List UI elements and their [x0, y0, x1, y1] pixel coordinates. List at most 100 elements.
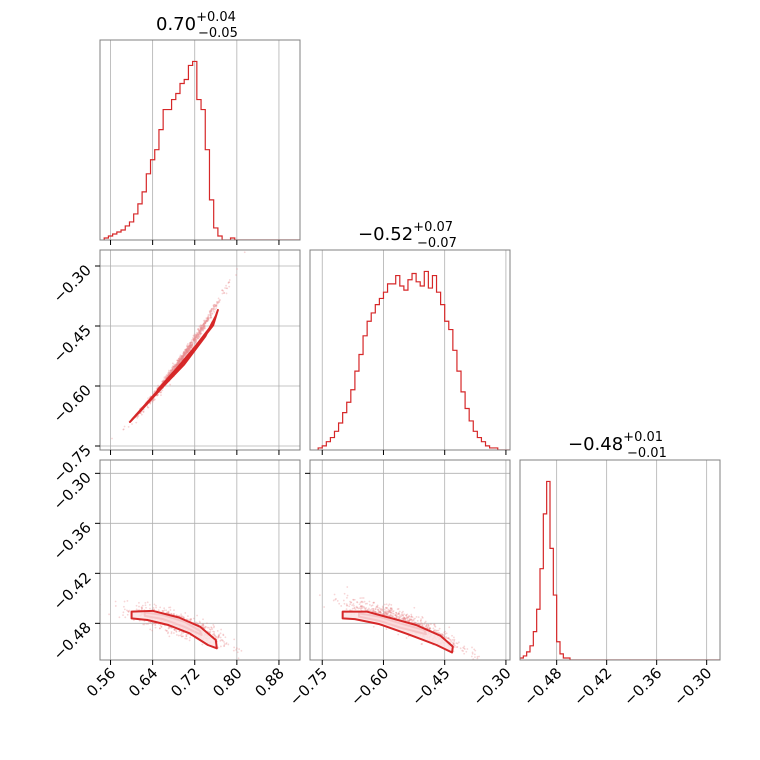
sample-point [202, 329, 205, 332]
sample-point [189, 636, 191, 639]
sample-point [184, 352, 187, 355]
sample-point [168, 372, 171, 375]
sample-point [179, 360, 182, 363]
sample-point [180, 615, 183, 617]
sample-point [340, 605, 343, 607]
sample-point [410, 613, 413, 616]
sample-point [199, 333, 202, 335]
sample-point [421, 623, 424, 626]
sample-point [172, 366, 175, 369]
sample-point [403, 617, 406, 619]
sample-point [406, 613, 409, 616]
sample-point [213, 634, 216, 637]
sample-point [463, 648, 466, 650]
sample-point [189, 349, 192, 351]
sample-point [200, 332, 202, 335]
sample-point [227, 643, 230, 646]
sample-point [421, 616, 424, 619]
sample-point [154, 398, 156, 401]
sample-point [424, 626, 427, 628]
sample-point [195, 336, 198, 338]
sample-point [159, 391, 161, 394]
title-param3: −0.48+0.01 [568, 430, 663, 455]
sample-point [177, 361, 180, 364]
sample-point [384, 614, 387, 617]
sample-point [372, 607, 374, 610]
sample-point [185, 349, 188, 352]
x-tick-label: 0.64 [125, 664, 161, 700]
sample-point [335, 598, 337, 600]
sample-point [225, 643, 228, 645]
sample-point [218, 299, 221, 302]
sample-point [423, 623, 426, 626]
sample-point [186, 350, 188, 353]
sample-point [197, 334, 200, 336]
x-tick-label: −0.60 [347, 664, 392, 709]
sample-point [365, 607, 368, 609]
sample-point [194, 341, 197, 344]
sample-point [200, 327, 202, 329]
sample-point [379, 608, 382, 610]
sample-point [202, 326, 205, 328]
sample-point [451, 639, 454, 641]
sample-point [356, 601, 358, 603]
histogram-step [103, 60, 300, 240]
sample-point [188, 347, 191, 350]
sample-point [141, 606, 143, 609]
sample-point [187, 348, 190, 351]
sample-point [137, 414, 140, 417]
sample-point [397, 607, 400, 610]
sample-point [197, 335, 200, 337]
sample-point [187, 346, 190, 348]
sample-point [185, 350, 188, 352]
sample-point [178, 630, 181, 633]
sample-point [166, 632, 169, 635]
sample-point [459, 647, 462, 650]
sample-point [389, 611, 392, 614]
sample-point [212, 630, 214, 633]
sample-point [185, 635, 188, 638]
sample-point [200, 624, 203, 627]
sample-point [158, 627, 161, 630]
sample-point [175, 634, 178, 636]
sample-point [189, 344, 192, 347]
sample-point [191, 341, 194, 344]
sample-point [215, 307, 218, 310]
sample-point [435, 629, 438, 632]
sample-point [351, 607, 354, 610]
sample-point [200, 326, 203, 329]
x-tick-label: −0.75 [286, 664, 331, 709]
sample-point [169, 371, 172, 374]
sample-point [173, 628, 176, 631]
sample-point [199, 333, 201, 335]
sample-point [427, 624, 430, 626]
sample-point [417, 622, 420, 625]
sample-point [187, 344, 190, 347]
sample-point [198, 334, 201, 337]
sample-point [201, 327, 204, 330]
sample-point [409, 618, 412, 621]
sample-point [211, 313, 214, 315]
sample-point [468, 663, 470, 665]
sample-point [161, 610, 164, 612]
sample-point [172, 613, 175, 616]
sample-point [368, 603, 371, 606]
sample-point [189, 342, 191, 344]
sample-point [197, 337, 199, 340]
sample-point [183, 355, 186, 358]
sample-point [372, 601, 375, 604]
sample-point [163, 607, 166, 610]
sample-point [240, 649, 243, 652]
sample-point [147, 406, 150, 409]
sample-point [382, 606, 384, 609]
sample-point [165, 611, 168, 614]
sample-point [210, 626, 213, 629]
sample-point [147, 623, 149, 625]
sample-point [196, 335, 199, 338]
sample-point [171, 365, 174, 368]
sample-point [220, 639, 223, 641]
sample-point [127, 610, 130, 613]
sample-point [471, 651, 474, 654]
sample-point [173, 367, 176, 370]
sample-point [379, 612, 382, 614]
